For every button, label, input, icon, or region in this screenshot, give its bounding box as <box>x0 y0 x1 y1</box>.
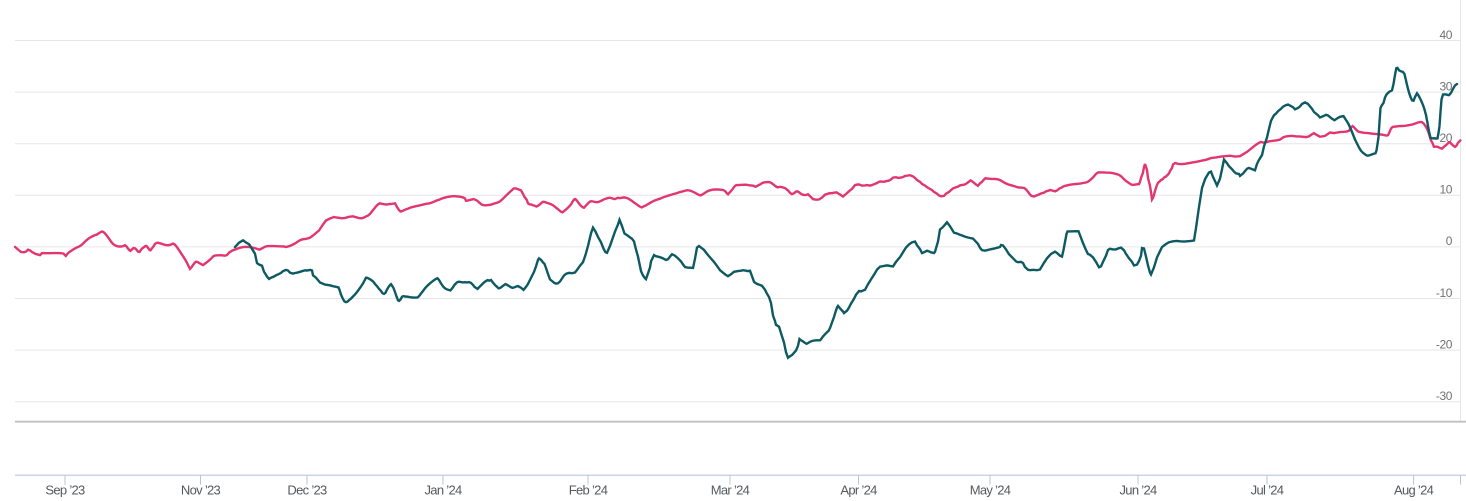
svg-text:-30: -30 <box>1436 389 1453 403</box>
svg-text:0: 0 <box>1446 234 1453 248</box>
svg-text:Dec ’23: Dec ’23 <box>287 483 327 498</box>
svg-text:Sep ’23: Sep ’23 <box>45 483 85 498</box>
svg-text:Nov ’23: Nov ’23 <box>181 483 221 498</box>
svg-text:30: 30 <box>1439 79 1452 93</box>
svg-text:Apr ’24: Apr ’24 <box>840 483 877 498</box>
svg-text:Jul ’24: Jul ’24 <box>1251 483 1284 498</box>
svg-text:-20: -20 <box>1436 337 1453 351</box>
svg-text:May ’24: May ’24 <box>970 483 1011 498</box>
svg-text:-10: -10 <box>1436 286 1453 300</box>
svg-text:40: 40 <box>1439 28 1452 42</box>
svg-text:Aug ’24: Aug ’24 <box>1394 483 1434 498</box>
svg-text:Jun ’24: Jun ’24 <box>1119 483 1156 498</box>
svg-text:Jan ’24: Jan ’24 <box>424 483 461 498</box>
svg-text:Feb ’24: Feb ’24 <box>569 483 608 498</box>
svg-text:Mar ’24: Mar ’24 <box>711 483 750 498</box>
svg-text:10: 10 <box>1439 183 1452 197</box>
